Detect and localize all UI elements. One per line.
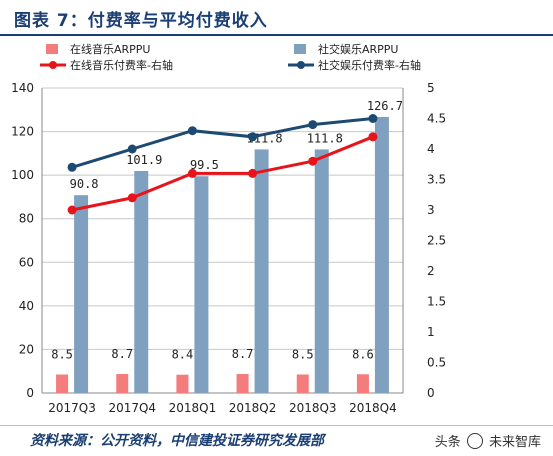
social-arppu-label: 111.8: [307, 131, 343, 145]
music-arppu-bar: [296, 374, 309, 393]
music-arppu-label: 8.4: [172, 348, 194, 362]
y-left-tick-label: 20: [19, 342, 34, 356]
social-rate-point: [67, 162, 77, 172]
music-arppu-label: 8.5: [292, 347, 314, 361]
watermark-handle: 未来智库: [488, 435, 541, 450]
social-rate-line: [71, 117, 374, 169]
y-right-tick-label: 1: [427, 325, 435, 339]
y-left-tick-label: 100: [11, 168, 34, 182]
music-rate-point: [308, 156, 318, 166]
y-left-tick-label: 60: [19, 255, 34, 269]
figure-title: 图表 7：付费率与平均付费收入: [14, 11, 268, 31]
social-arppu-bar: [374, 116, 389, 393]
watermark: 头条 未来智库: [435, 431, 541, 450]
x-category-label: 2018Q4: [349, 401, 397, 415]
y-right-tick-label: 1.5: [427, 295, 446, 309]
y-right-tick-label: 2: [427, 264, 435, 278]
social-arppu-label: 101.9: [126, 153, 162, 167]
y-right-tick-label: 2.5: [427, 234, 446, 248]
y-left-tick-label: 120: [11, 125, 34, 139]
music-arppu-bar: [236, 374, 249, 393]
y-left-tick-label: 40: [19, 299, 34, 313]
y-right-tick-label: 4: [427, 142, 435, 156]
legend-line-marker: [49, 61, 57, 69]
legend-entry: 社交娱乐ARPPU: [318, 42, 399, 56]
music-rate-point: [248, 168, 258, 178]
social-arppu-bar: [134, 171, 149, 393]
music-rate-point: [127, 193, 137, 203]
x-category-label: 2018Q2: [229, 401, 277, 415]
legend-line-marker: [297, 61, 305, 69]
x-category-label: 2018Q1: [169, 401, 217, 415]
social-rate-point: [248, 132, 258, 142]
social-arppu-label: 90.8: [70, 177, 99, 191]
x-category-label: 2018Q3: [289, 401, 337, 415]
y-right-tick-label: 3: [427, 203, 435, 217]
music-arppu-bar: [356, 374, 369, 393]
y-left-tick-label: 80: [19, 212, 34, 226]
social-rate-point: [127, 144, 137, 154]
music-rate-point: [368, 132, 378, 142]
y-right-tick-label: 5: [427, 81, 435, 95]
legend-entry: 在线音乐ARPPU: [70, 42, 151, 56]
social-arppu-bar: [74, 195, 89, 393]
x-category-label: 2017Q4: [108, 401, 156, 415]
legend-bar-swatch: [46, 44, 58, 54]
social-arppu-bar: [254, 149, 269, 393]
social-rate-point: [308, 120, 318, 130]
y-right-tick-label: 3.5: [427, 173, 446, 187]
music-arppu-bar: [176, 374, 189, 393]
y-right-tick-label: 0.5: [427, 356, 446, 370]
music-arppu-bar: [116, 374, 129, 393]
legend-entry: 在线音乐付费率-右轴: [70, 58, 173, 72]
social-arppu-label: 99.5: [190, 158, 219, 172]
legend-bar-swatch: [294, 44, 306, 54]
social-arppu-label: 126.7: [367, 99, 403, 113]
y-left-tick-label: 140: [11, 81, 34, 95]
social-rate-point: [187, 126, 197, 136]
y-left-tick-label: 0: [26, 386, 34, 400]
music-arppu-label: 8.5: [51, 347, 73, 361]
figure-title-bar: 图表 7：付费率与平均付费收入: [0, 0, 553, 36]
watermark-prefix: 头条: [434, 435, 461, 450]
social-rate-point: [368, 114, 378, 123]
music-arppu-label: 8.6: [352, 347, 374, 361]
source-note: 资料来源：公开资料，中信建投证券研究发展部: [30, 433, 324, 449]
music-rate-point: [187, 168, 197, 178]
y-right-tick-label: 4.5: [427, 112, 446, 126]
music-rate-point: [67, 205, 77, 215]
social-arppu-bar: [194, 176, 209, 393]
music-arppu-label: 8.7: [111, 347, 133, 361]
watermark-logo-icon: [466, 433, 483, 449]
legend-entry: 社交娱乐付费率-右轴: [318, 58, 421, 72]
music-arppu-label: 8.7: [232, 347, 254, 361]
x-category-label: 2017Q3: [48, 401, 96, 415]
y-right-tick-label: 0: [427, 386, 435, 400]
combo-chart: 0 20 40 60 80 100 120 140 0 0.5 1 1.5 2 2.5 3 3.5 4 4.5 5 8…: [11, 42, 446, 415]
social-arppu-bar: [314, 149, 329, 393]
music-rate-line: [71, 135, 374, 212]
source-divider: [0, 425, 553, 426]
music-arppu-bar: [56, 374, 69, 393]
